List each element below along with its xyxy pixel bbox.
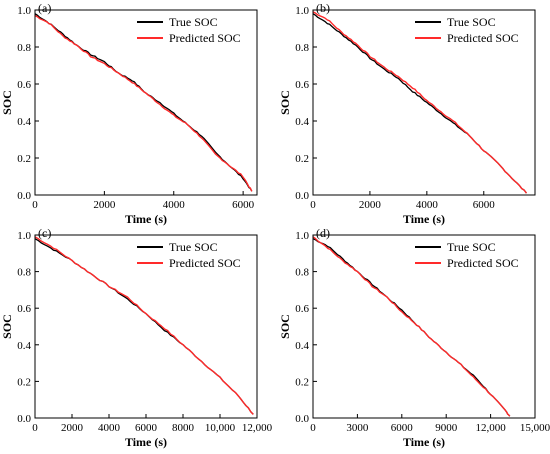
chart-panel: 0 2000 4000 6000 8000 10,000 12,000 0.0 0.2 0.4 0.… bbox=[0, 226, 273, 449]
predicted-soc-line bbox=[34, 14, 253, 192]
x-tick-label: 4000 bbox=[98, 422, 121, 434]
plot-frame bbox=[312, 9, 536, 196]
y-tick-label: 1.0 bbox=[17, 230, 31, 242]
y-tick-label: 0.2 bbox=[295, 376, 309, 388]
predicted-soc-line bbox=[34, 236, 254, 415]
chart-panel: 0 2000 4000 6000 0.0 0.2 0.4 0.6 0.8 1.0 Time (s) S… bbox=[0, 1, 258, 226]
x-tick-label: 12,000 bbox=[475, 422, 506, 434]
y-tick-label: 0.0 bbox=[17, 190, 31, 202]
x-tick-label: 10,000 bbox=[205, 422, 236, 434]
y-tick-label: 0.0 bbox=[295, 190, 309, 202]
y-axis-label: SOC bbox=[278, 314, 292, 339]
predicted-soc-line bbox=[312, 11, 528, 194]
legend-label-predicted: Predicted SOC bbox=[169, 31, 241, 45]
predicted-soc-line bbox=[312, 236, 511, 417]
x-axis-label: Time (s) bbox=[403, 435, 445, 449]
y-tick-label: 0.8 bbox=[295, 42, 309, 54]
plot-frame bbox=[312, 234, 536, 419]
y-tick-label: 0.4 bbox=[295, 116, 309, 128]
plot-frame bbox=[34, 9, 258, 196]
x-axis-label: Time (s) bbox=[125, 212, 167, 226]
y-tick-label: 1.0 bbox=[295, 5, 309, 17]
x-tick-label: 6000 bbox=[391, 422, 414, 434]
legend-label-predicted: Predicted SOC bbox=[447, 31, 519, 45]
panel-label: (d) bbox=[316, 226, 330, 240]
x-tick-label: 2000 bbox=[61, 422, 84, 434]
y-tick-label: 0.2 bbox=[295, 153, 309, 165]
legend-label-true: True SOC bbox=[447, 240, 496, 254]
x-tick-label: 0 bbox=[310, 199, 316, 211]
x-tick-label: 4000 bbox=[163, 199, 186, 211]
x-tick-label: 2000 bbox=[359, 199, 382, 211]
y-axis-label: SOC bbox=[0, 314, 14, 339]
x-tick-label: 8000 bbox=[172, 422, 195, 434]
panel-label: (a) bbox=[38, 1, 51, 15]
legend-label-predicted: Predicted SOC bbox=[169, 256, 241, 270]
y-tick-label: 0.6 bbox=[17, 79, 31, 91]
x-axis-label: Time (s) bbox=[403, 212, 445, 226]
y-tick-label: 0.4 bbox=[17, 340, 31, 352]
y-tick-label: 0.0 bbox=[17, 413, 31, 425]
x-tick-label: 0 bbox=[32, 199, 38, 211]
y-axis-label: SOC bbox=[278, 90, 292, 115]
y-tick-label: 0.0 bbox=[295, 413, 309, 425]
legend-label-true: True SOC bbox=[169, 240, 218, 254]
y-tick-label: 0.8 bbox=[17, 267, 31, 279]
y-tick-label: 1.0 bbox=[295, 230, 309, 242]
x-axis-label: Time (s) bbox=[125, 435, 167, 449]
x-tick-label: 3000 bbox=[346, 422, 369, 434]
y-tick-label: 1.0 bbox=[17, 5, 31, 17]
y-tick-label: 0.6 bbox=[295, 79, 309, 91]
y-axis-label: SOC bbox=[0, 90, 14, 115]
chart-panel: 0 3000 6000 9000 12,000 15,000 0.0 0.2 0.4 0.6 0.8… bbox=[278, 226, 550, 449]
y-tick-label: 0.6 bbox=[295, 303, 309, 315]
x-tick-label: 2000 bbox=[93, 199, 116, 211]
x-tick-label: 6000 bbox=[232, 199, 255, 211]
x-tick-label: 9000 bbox=[435, 422, 458, 434]
y-tick-label: 0.2 bbox=[17, 376, 31, 388]
y-tick-label: 0.4 bbox=[295, 340, 309, 352]
chart-panel: 0 2000 4000 6000 0.0 0.2 0.4 0.6 0.8 1.0 Time (s) S… bbox=[278, 1, 536, 226]
legend-label-true: True SOC bbox=[169, 15, 218, 29]
y-tick-label: 0.8 bbox=[295, 267, 309, 279]
x-tick-label: 0 bbox=[32, 422, 38, 434]
y-tick-label: 0.4 bbox=[17, 116, 31, 128]
panel-label: (b) bbox=[316, 1, 330, 15]
legend-label-true: True SOC bbox=[447, 15, 496, 29]
y-tick-label: 0.2 bbox=[17, 153, 31, 165]
panel-label: (c) bbox=[38, 226, 51, 240]
x-tick-label: 12,000 bbox=[242, 422, 273, 434]
x-tick-label: 4000 bbox=[416, 199, 439, 211]
y-tick-label: 0.8 bbox=[17, 42, 31, 54]
x-tick-label: 6000 bbox=[135, 422, 158, 434]
x-tick-label: 0 bbox=[310, 422, 316, 434]
legend-label-predicted: Predicted SOC bbox=[447, 256, 519, 270]
x-tick-label: 6000 bbox=[473, 199, 496, 211]
x-tick-label: 15,000 bbox=[520, 422, 550, 434]
y-tick-label: 0.6 bbox=[17, 303, 31, 315]
